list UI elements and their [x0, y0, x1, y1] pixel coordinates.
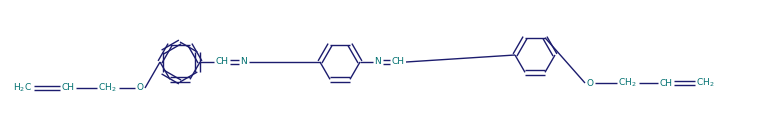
Text: CH$_2$: CH$_2$	[98, 82, 116, 94]
Text: CH$_2$: CH$_2$	[618, 77, 636, 89]
Text: O: O	[587, 78, 594, 88]
Text: CH: CH	[391, 57, 404, 67]
Text: N: N	[374, 57, 381, 67]
Text: CH: CH	[215, 57, 228, 67]
Text: H$_2$C: H$_2$C	[12, 82, 31, 94]
Text: N: N	[241, 57, 248, 67]
Text: CH$_2$: CH$_2$	[696, 77, 714, 89]
Text: CH: CH	[61, 83, 75, 93]
Text: CH: CH	[659, 78, 672, 88]
Text: O: O	[137, 83, 144, 93]
